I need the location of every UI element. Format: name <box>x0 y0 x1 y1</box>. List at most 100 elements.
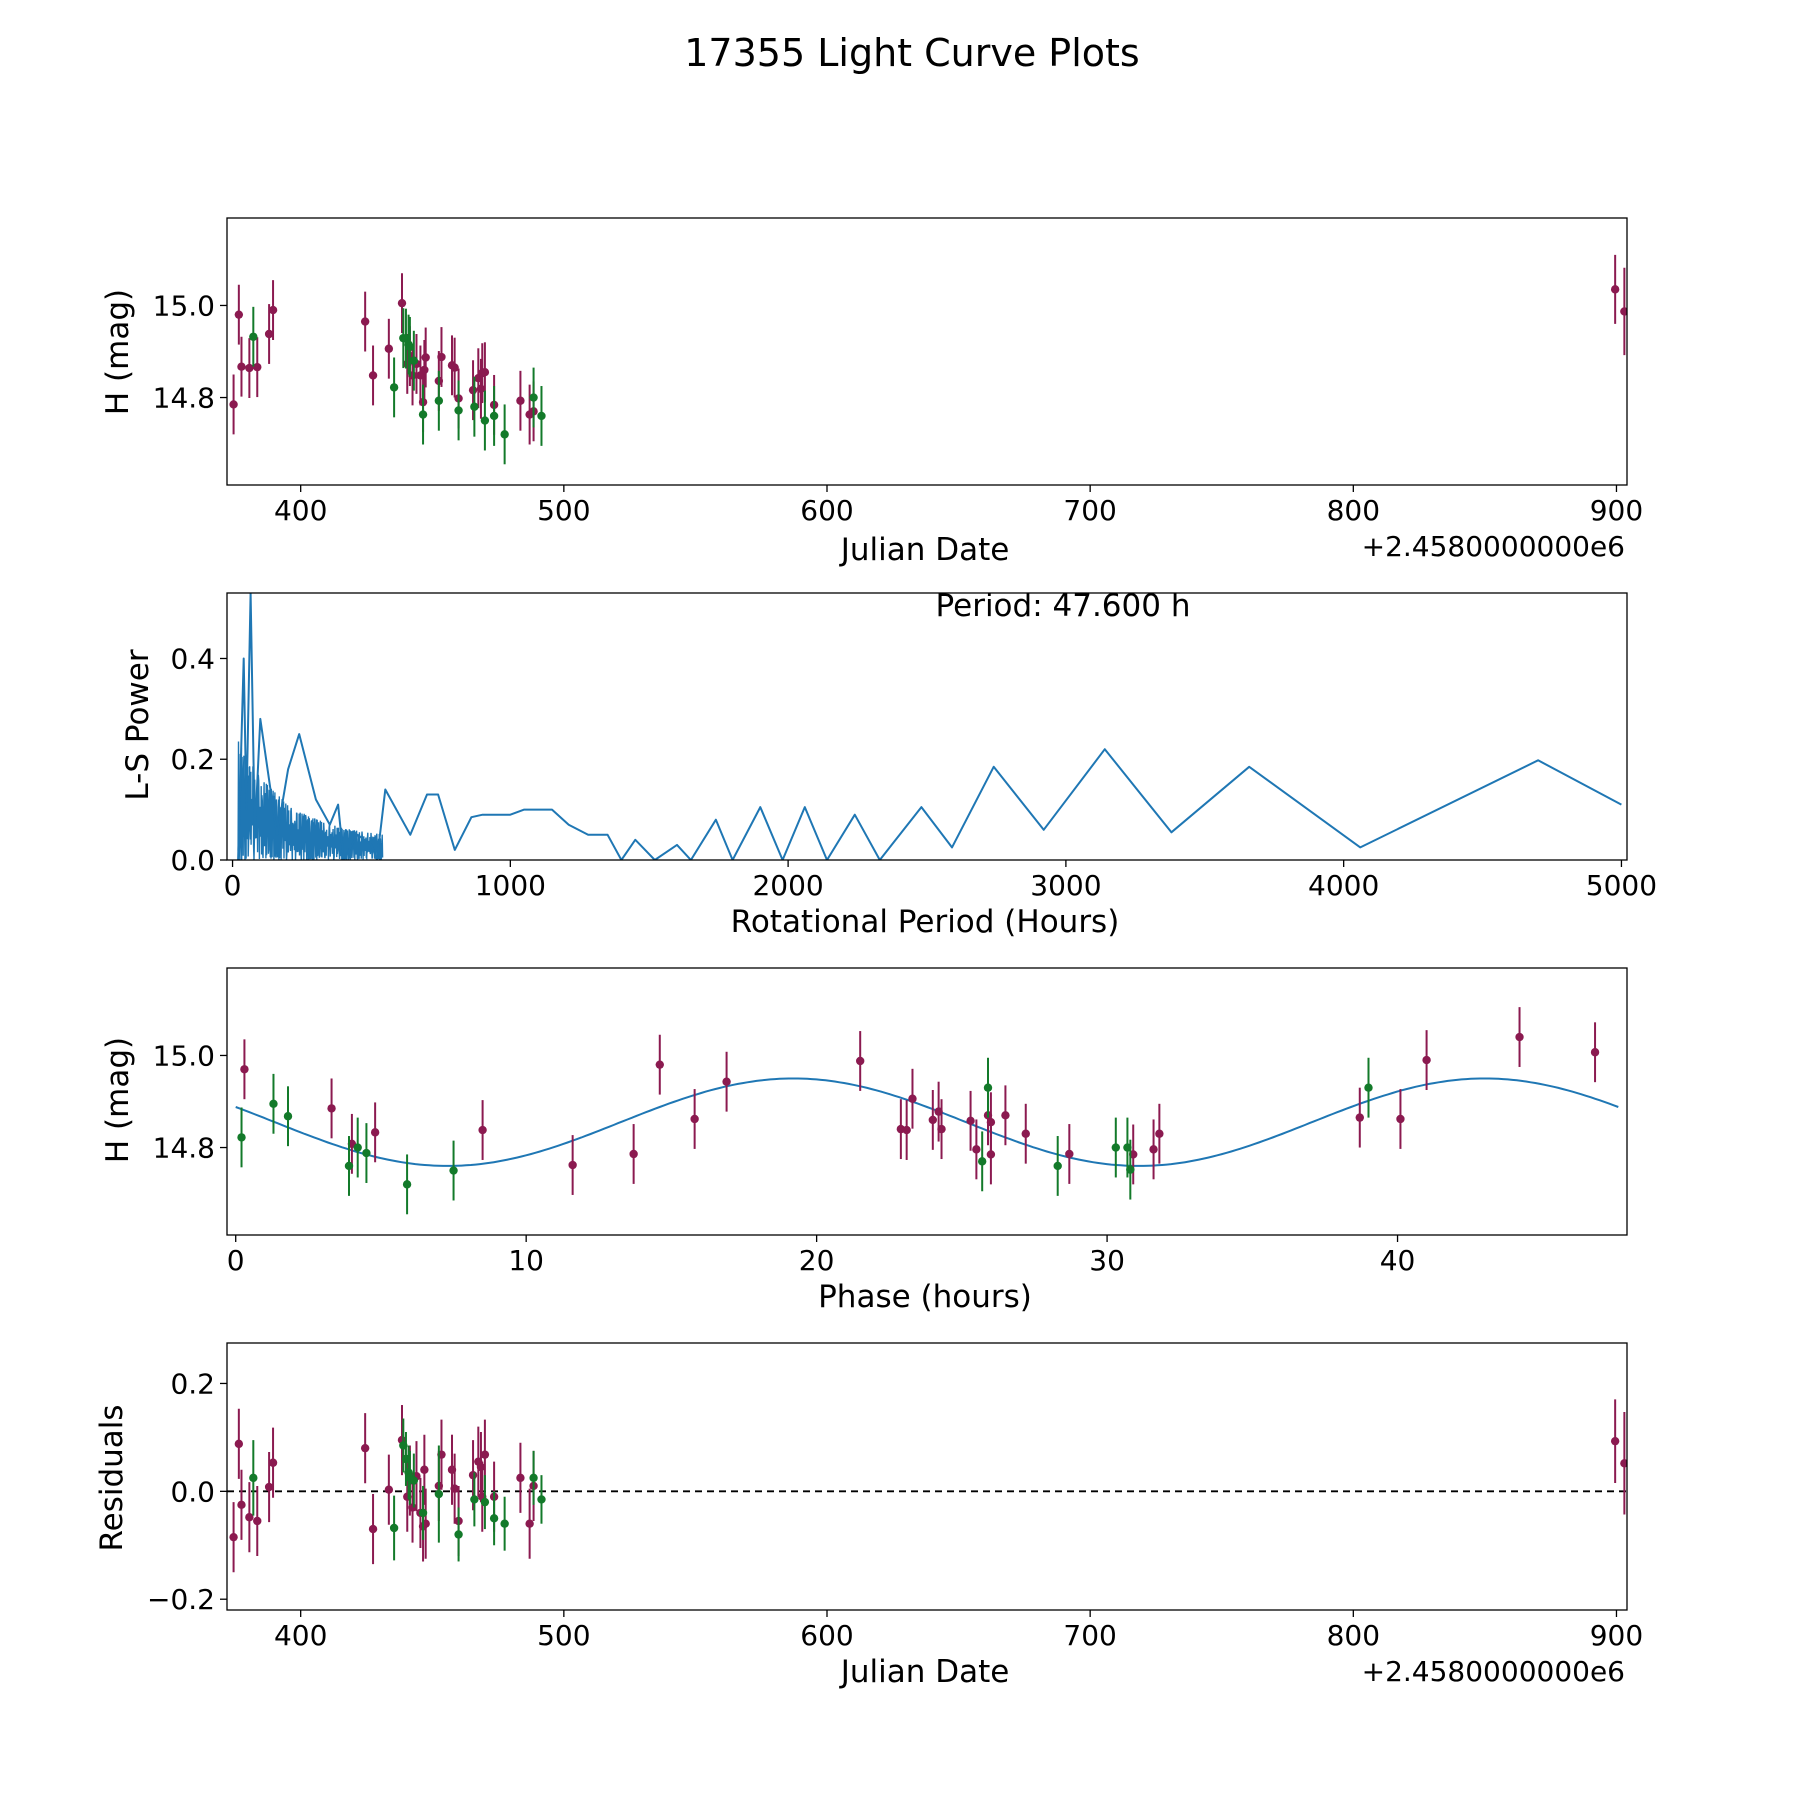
ls-periodogram-line <box>237 593 1622 860</box>
phase-frame <box>226 967 1628 1236</box>
resid-g-point <box>480 1497 490 1507</box>
lc-r-point <box>1610 285 1620 294</box>
resid-g-point <box>454 1530 463 1539</box>
resid-r-point <box>516 1473 525 1483</box>
phase-g-point <box>983 1083 993 1092</box>
phase-r-point <box>1065 1149 1074 1159</box>
phase-g-point <box>402 1180 412 1189</box>
resid-g-point <box>470 1495 479 1504</box>
ls-ylabel: L-S Power <box>120 649 156 800</box>
phase-g-point <box>344 1161 354 1171</box>
lc-r-point <box>476 384 486 393</box>
resid-r-point <box>384 1485 394 1494</box>
ls-annotation: Period: 47.600 h <box>936 588 1191 624</box>
resid-g-point <box>434 1489 444 1499</box>
phase-r-point <box>1590 1048 1600 1057</box>
ls-frame <box>226 592 1628 861</box>
phase-g-point <box>269 1099 278 1109</box>
panel-light-curve: Julian Date H (mag) +2.4580000000e6 400 5… <box>100 217 1643 568</box>
phase-r-point <box>370 1128 380 1137</box>
lc-g-point <box>537 411 546 421</box>
resid-g-point <box>500 1519 509 1528</box>
resid-r-point <box>245 1513 254 1522</box>
phase-r-point <box>478 1125 487 1135</box>
figure-title: 17355 Light Curve Plots <box>684 31 1139 75</box>
phase-g-point <box>1111 1143 1120 1152</box>
lc-xtick-label: 700 <box>1063 494 1116 527</box>
lc-xtick-label: 500 <box>537 494 590 527</box>
phase-g-point <box>283 1112 293 1121</box>
phase-r-point <box>986 1150 996 1159</box>
phase-r-point <box>722 1077 731 1086</box>
phase-g-point <box>449 1166 458 1175</box>
resid-r-point <box>264 1482 274 1492</box>
phase-r-point <box>1021 1129 1030 1138</box>
ls-ytick-label: 0.4 <box>170 642 215 675</box>
phase-r-point <box>655 1060 664 1069</box>
lc-ytick-label: 15.0 <box>153 289 215 322</box>
resid-r-point <box>234 1439 244 1449</box>
resid-xtick-label: 600 <box>800 1619 853 1652</box>
lc-r-point <box>480 368 490 377</box>
lc-r-point <box>437 352 446 362</box>
phase-r-point <box>855 1056 865 1066</box>
phase-xtick-label: 30 <box>1089 1244 1125 1277</box>
phase-g-point <box>237 1133 246 1142</box>
resid-g-point <box>489 1514 499 1523</box>
phase-xlabel: Phase (hours) <box>818 1279 1032 1315</box>
lc-r-point <box>245 363 254 373</box>
lc-r-point <box>468 385 478 395</box>
lc-r-point <box>229 400 238 409</box>
lc-g-point <box>480 416 490 425</box>
phase-r-point <box>1001 1111 1010 1120</box>
ls-xtick-label: 3000 <box>1030 869 1101 902</box>
lc-r-point <box>368 371 378 380</box>
phase-xtick-label: 10 <box>508 1244 544 1277</box>
resid-r-point <box>229 1532 238 1542</box>
lc-r-point <box>1620 307 1627 316</box>
resid-r-point <box>480 1450 490 1459</box>
ls-xlabel: Rotational Period (Hours) <box>731 904 1120 940</box>
resid-g-point <box>249 1473 258 1483</box>
resid-ylabel: Residuals <box>94 1404 130 1551</box>
lc-g-point <box>489 411 499 421</box>
ls-xtick-label: 4000 <box>1308 869 1379 902</box>
phase-r-point <box>1422 1055 1431 1065</box>
resid-r-point <box>468 1470 478 1480</box>
phase-r-point <box>629 1149 638 1159</box>
lc-g-point <box>454 406 463 415</box>
phase-r-point <box>986 1118 996 1127</box>
lc-r-point <box>384 344 394 353</box>
phase-g-point <box>353 1143 362 1152</box>
lc-r-point <box>450 363 459 372</box>
lc-r-point <box>253 362 262 372</box>
lc-g-point <box>470 402 479 411</box>
resid-r-point <box>525 1519 534 1528</box>
phase-g-point <box>362 1148 371 1158</box>
phase-g-point <box>977 1157 987 1166</box>
resid-r-point <box>420 1465 429 1474</box>
phase-r-point <box>966 1116 975 1126</box>
lc-xtick-label: 900 <box>1590 494 1643 527</box>
lc-xtick-label: 800 <box>1327 494 1380 527</box>
resid-r-point <box>253 1516 262 1526</box>
lc-g-point <box>249 332 258 341</box>
phase-r-point <box>908 1094 917 1103</box>
phase-xtick-label: 0 <box>227 1244 245 1277</box>
lc-xtick-label: 400 <box>274 494 327 527</box>
lc-frame <box>226 217 1628 486</box>
phase-r-point <box>568 1160 577 1170</box>
lc-r-point <box>420 365 429 375</box>
resid-xtick-label: 500 <box>537 1619 590 1652</box>
ls-xtick-label: 2000 <box>752 869 823 902</box>
lc-ytick-label: 14.8 <box>153 382 215 415</box>
ls-periodogram-texture <box>237 741 384 860</box>
ls-xtick-label: 0 <box>224 869 242 902</box>
resid-g-point <box>389 1523 399 1533</box>
resid-xlabel: Julian Date <box>839 1654 1010 1690</box>
phase-ytick-label: 14.8 <box>153 1132 215 1165</box>
lc-r-point <box>421 353 430 362</box>
phase-ylabel: H (mag) <box>100 1037 136 1163</box>
phase-xtick-label: 20 <box>799 1244 835 1277</box>
panel-lomb-scargle: Period: 47.600 h Rotational Period (Hour… <box>120 588 1657 940</box>
